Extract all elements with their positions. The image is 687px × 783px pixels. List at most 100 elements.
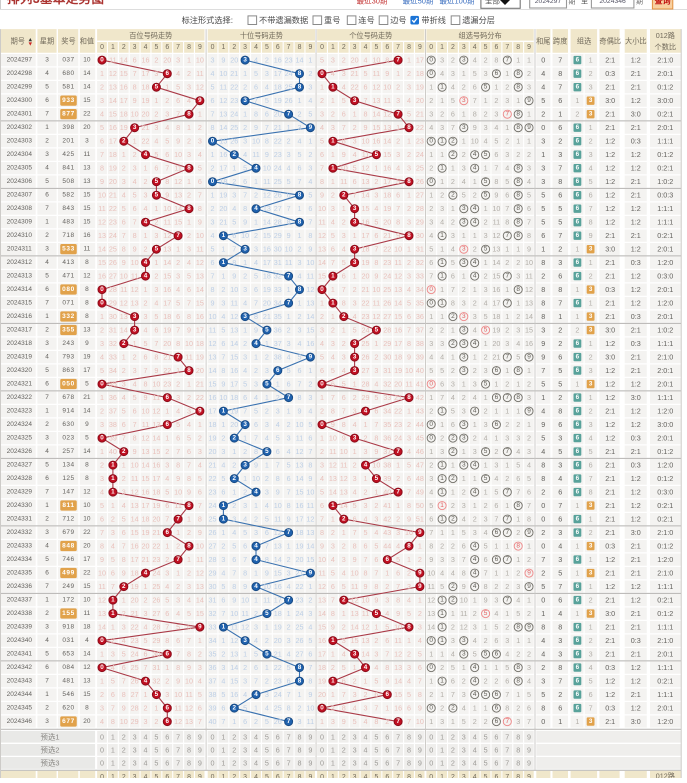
svg-text:7: 7: [396, 489, 400, 496]
svg-text:0: 0: [429, 44, 433, 51]
svg-text:3:0:0: 3:0:0: [657, 420, 673, 429]
svg-text:9: 9: [418, 759, 422, 768]
svg-text:6: 6: [418, 663, 422, 672]
svg-text:1:2: 1:2: [605, 137, 615, 146]
svg-text:7: 7: [287, 774, 291, 778]
svg-text:7: 7: [396, 44, 400, 51]
svg-text:3: 3: [516, 326, 520, 335]
svg-text:2: 2: [516, 704, 520, 713]
svg-text:8: 8: [364, 110, 368, 119]
svg-text:7: 7: [331, 258, 335, 267]
svg-text:4: 4: [364, 515, 368, 524]
svg-text:3: 3: [462, 259, 466, 266]
svg-text:5: 5: [176, 420, 180, 429]
svg-text:5: 5: [527, 474, 531, 483]
svg-text:38: 38: [209, 690, 217, 699]
svg-text:1:2: 1:2: [631, 704, 641, 713]
svg-text:7: 7: [505, 759, 509, 768]
svg-text:4: 4: [254, 759, 258, 768]
svg-text:6: 6: [495, 718, 499, 725]
svg-text:24: 24: [362, 326, 370, 335]
svg-text:6: 6: [111, 569, 115, 578]
svg-text:0:2:1: 0:2:1: [657, 501, 673, 510]
svg-text:3: 3: [505, 150, 509, 159]
svg-text:2:1: 2:1: [631, 447, 641, 456]
svg-text:2024316: 2024316: [7, 313, 33, 320]
svg-text:3:0: 3:0: [605, 245, 615, 254]
svg-text:6: 6: [133, 407, 137, 416]
svg-text:1: 1: [243, 326, 247, 335]
svg-text:10: 10: [383, 83, 391, 92]
svg-text:3: 3: [462, 97, 466, 104]
svg-text:2: 2: [451, 623, 455, 632]
svg-text:1: 1: [558, 110, 562, 119]
svg-text:9: 9: [589, 231, 593, 240]
svg-text:8: 8: [176, 461, 180, 470]
svg-text:1: 1: [265, 461, 269, 470]
svg-text:5: 5: [462, 528, 466, 537]
svg-text:1: 1: [440, 597, 444, 604]
svg-text:6: 6: [495, 367, 499, 374]
svg-text:25: 25: [109, 245, 117, 254]
svg-text:9: 9: [85, 340, 89, 347]
svg-text:14: 14: [120, 56, 128, 65]
svg-text:7: 7: [462, 555, 466, 564]
svg-text:1: 1: [144, 164, 148, 173]
svg-text:2024325: 2024325: [7, 435, 33, 442]
svg-text:7: 7: [133, 218, 137, 227]
svg-text:29: 29: [362, 393, 370, 402]
svg-text:6: 6: [144, 353, 148, 362]
svg-text:3: 3: [287, 339, 291, 348]
svg-text:1: 1: [451, 164, 455, 173]
svg-text:4: 4: [308, 96, 312, 105]
svg-text:8: 8: [558, 623, 562, 632]
svg-text:6: 6: [473, 83, 477, 92]
svg-text:3: 3: [589, 313, 593, 320]
svg-text:9: 9: [374, 447, 378, 456]
svg-text:12: 12: [230, 312, 238, 321]
svg-text:28: 28: [416, 204, 424, 213]
svg-text:1:2:0: 1:2:0: [657, 717, 673, 726]
svg-text:2: 2: [331, 528, 335, 537]
svg-text:1: 1: [462, 110, 466, 119]
svg-text:10: 10: [196, 231, 204, 240]
svg-text:7: 7: [396, 774, 400, 778]
svg-text:22: 22: [274, 663, 282, 672]
svg-text:28: 28: [109, 285, 117, 294]
svg-text:8: 8: [176, 339, 180, 348]
svg-text:2: 2: [331, 326, 335, 335]
svg-text:4: 4: [505, 164, 509, 173]
svg-text:1: 1: [418, 542, 422, 551]
svg-text:2: 2: [589, 137, 593, 146]
svg-text:17: 17: [120, 96, 128, 105]
svg-text:2: 2: [165, 555, 169, 564]
svg-text:1: 1: [440, 150, 444, 159]
svg-text:8: 8: [407, 501, 411, 510]
svg-text:13: 13: [329, 474, 337, 483]
svg-text:12: 12: [174, 717, 182, 726]
svg-text:4: 4: [353, 150, 357, 159]
svg-text:2: 2: [45, 421, 49, 428]
svg-text:5: 5: [254, 272, 258, 281]
svg-text:2:0:1: 2:0:1: [657, 312, 673, 321]
svg-text:6: 6: [198, 488, 202, 497]
svg-text:6: 6: [374, 555, 378, 564]
svg-text:1: 1: [429, 447, 433, 456]
svg-text:6: 6: [342, 393, 346, 402]
svg-text:1: 1: [331, 690, 335, 699]
svg-text:8: 8: [558, 285, 562, 294]
svg-text:1: 1: [298, 231, 302, 240]
svg-text:7: 7: [374, 245, 378, 254]
svg-text:6: 6: [494, 759, 498, 768]
svg-text:8: 8: [385, 56, 389, 65]
svg-text:6: 6: [165, 44, 169, 51]
svg-text:4: 4: [364, 745, 368, 754]
svg-text:1: 1: [527, 596, 531, 605]
svg-text:7: 7: [176, 354, 180, 361]
svg-text:653: 653: [62, 651, 74, 658]
svg-text:1: 1: [440, 84, 444, 91]
svg-text:0:2:1: 0:2:1: [657, 110, 673, 119]
svg-text:9: 9: [308, 774, 312, 778]
svg-text:9: 9: [100, 555, 104, 564]
svg-text:1: 1: [122, 596, 126, 605]
